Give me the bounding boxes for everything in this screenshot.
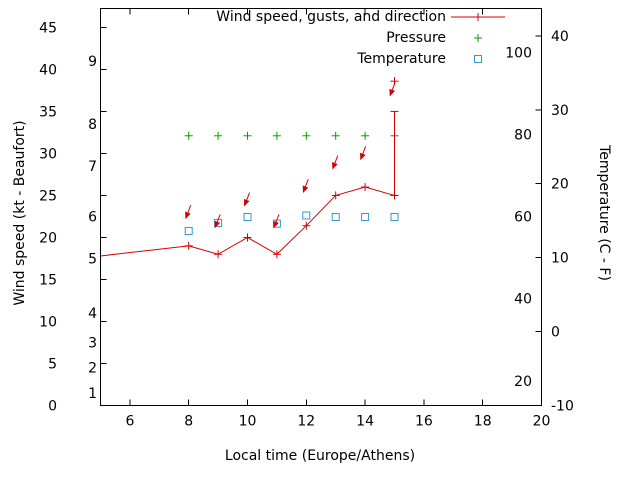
- left-tick-label-kt: 25: [39, 188, 57, 204]
- left-tick-label-kt: 15: [39, 272, 57, 288]
- legend-row-temperature: Temperature: [116, 48, 509, 69]
- left-tick-label-kt: 10: [39, 314, 57, 330]
- left-tick-label-kt: 5: [48, 356, 57, 372]
- pressure-marker: [361, 131, 370, 140]
- wind-marker: [214, 250, 223, 259]
- beaufort-label: 2: [88, 361, 97, 377]
- left-tick-label-kt: 40: [39, 62, 57, 78]
- left-tick-label-kt: 20: [39, 230, 57, 246]
- wind-marker: [302, 221, 311, 230]
- pressure-marker: [243, 131, 252, 140]
- x-tick-label: 14: [356, 414, 374, 430]
- x-tick-label: 8: [184, 414, 193, 430]
- right-tick-label-celsius: 30: [551, 103, 569, 119]
- x-tick-label: 6: [125, 414, 134, 430]
- pressure-marker: [331, 131, 340, 140]
- temperature-marker: [184, 227, 193, 236]
- wind-direction-arrow: [185, 204, 192, 220]
- left-tick-label-kt: 0: [48, 399, 57, 415]
- beaufort-label: 6: [88, 209, 97, 225]
- wind-direction-arrow: [360, 146, 367, 161]
- pressure-marker: [214, 131, 223, 140]
- fahrenheit-label: 60: [514, 210, 532, 226]
- wind-direction-arrows: [185, 82, 396, 229]
- wind-marker: [361, 183, 370, 192]
- wind-direction-arrow: [389, 82, 396, 97]
- left-tick-label-kt: 45: [39, 20, 57, 36]
- pressure-marker: [272, 131, 281, 140]
- right-tick-label-celsius: 20: [551, 177, 569, 193]
- right-tick-label-celsius: 0: [551, 325, 560, 341]
- wind-direction-arrow: [332, 155, 339, 170]
- chart-legend: Wind speed, gusts, and direction Pressur…: [116, 6, 509, 69]
- temperature-marker: [361, 212, 370, 221]
- fahrenheit-label: 20: [514, 374, 532, 390]
- temperature-marker: [390, 212, 399, 221]
- wind-legend-marker: [451, 12, 505, 21]
- temperature-marker: [302, 211, 311, 220]
- legend-label-wind: Wind speed, gusts, and direction: [216, 8, 446, 25]
- legend-row-wind: Wind speed, gusts, and direction: [116, 6, 509, 27]
- pressure-legend-plus: [474, 33, 482, 42]
- wind-marker: [331, 191, 340, 200]
- beaufort-label: 9: [88, 54, 97, 70]
- left-axis-title: Wind speed (kt - Beaufort): [12, 120, 28, 306]
- x-tick-label: 10: [239, 414, 257, 430]
- temperature-legend-marker: [474, 54, 482, 63]
- x-tick-label: 18: [474, 414, 492, 430]
- x-tick-label: 12: [297, 414, 315, 430]
- wind-marker: [243, 233, 252, 242]
- wind-direction-arrow: [273, 214, 280, 229]
- x-tick-label: 20: [533, 414, 551, 430]
- pressure-marker: [184, 131, 193, 140]
- x-axis-title: Local time (Europe/Athens): [224, 448, 416, 464]
- legend-row-pressure: Pressure: [116, 27, 509, 48]
- wind-direction-arrow: [214, 214, 221, 229]
- right-tick-label-celsius: 10: [551, 251, 569, 267]
- plot-border: [100, 8, 542, 406]
- pressure-marker: [302, 131, 311, 140]
- wind-direction-arrow: [243, 192, 251, 207]
- fahrenheit-label: 100: [505, 45, 532, 61]
- wind-series: [100, 183, 399, 259]
- wind-marker: [272, 250, 281, 259]
- gust-errorbar: [390, 110, 399, 196]
- left-tick-label-kt: 30: [39, 146, 57, 162]
- temperature-legend-square: [474, 54, 482, 63]
- axes-frame: [100, 8, 542, 406]
- beaufort-label: 7: [88, 159, 97, 175]
- fahrenheit-label: 40: [514, 292, 532, 308]
- beaufort-label: 8: [88, 117, 97, 133]
- right-tick-label-celsius: 40: [551, 29, 569, 45]
- right-tick-label-celsius: -10: [551, 399, 574, 415]
- right-axis-title: Temperature (C - F): [596, 145, 612, 281]
- temperature-marker: [243, 212, 252, 221]
- beaufort-label: 1: [88, 386, 97, 402]
- beaufort-label: 4: [88, 306, 97, 322]
- beaufort-label: 5: [88, 251, 97, 267]
- fahrenheit-label: 80: [514, 127, 532, 143]
- wind-legend-plus: [474, 12, 482, 21]
- wind-marker: [184, 241, 193, 250]
- wind-direction-arrow: [302, 178, 309, 194]
- left-tick-label-kt: 35: [39, 104, 57, 120]
- legend-label-pressure: Pressure: [386, 29, 446, 46]
- x-tick-label: 16: [415, 414, 433, 430]
- legend-label-temperature: Temperature: [357, 50, 446, 67]
- beaufort-label: 3: [88, 335, 97, 351]
- temperature-marker: [331, 212, 340, 221]
- pressure-series: [184, 131, 399, 140]
- pressure-legend-marker: [474, 33, 482, 42]
